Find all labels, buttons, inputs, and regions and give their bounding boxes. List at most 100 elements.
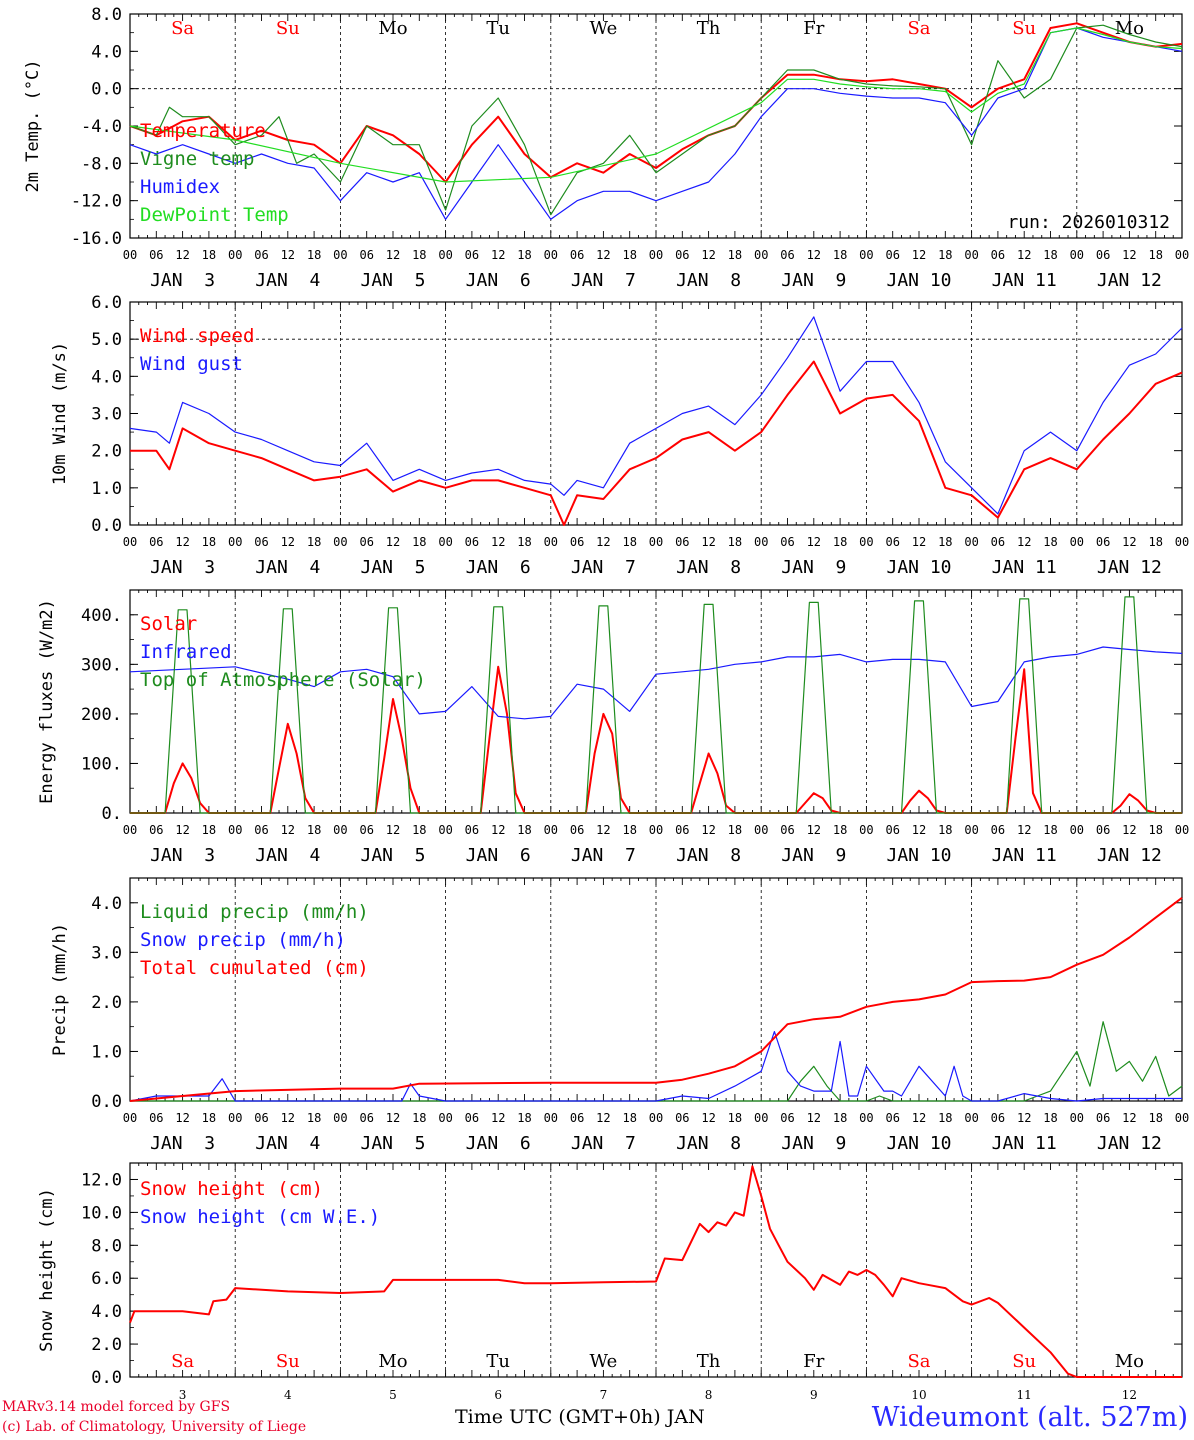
hour-tick-label: 00 [333,535,347,549]
y-tick-label: 0.0 [91,1092,122,1112]
hour-tick-label: 06 [675,248,689,262]
y-tick-label: 100. [81,754,122,774]
date-label: JAN 11 [992,557,1057,578]
y-tick-label: 200. [81,705,122,725]
hour-tick-label: 18 [622,1111,636,1125]
hour-tick-label: 06 [780,535,794,549]
legend-entry: Temperature [140,120,266,142]
hour-tick-label: 18 [622,535,636,549]
date-label: JAN 6 [466,845,531,866]
weekday-label: Fr [803,18,824,39]
panel-3: 0. 100. 200. 300. 400. Energy fluxes (W/m2) 00… [37,589,1189,866]
panel-4: 0.0 1.0 2.0 3.0 4.0 Precip (mm/h) 00 06 12 18 00 06… [50,877,1189,1154]
weekday-label: Mo [378,18,407,39]
y-tick-label: 300. [81,655,122,675]
hour-tick-label: 18 [412,823,426,837]
day-number-label: 6 [494,1388,502,1402]
hour-tick-label: 12 [701,823,715,837]
weekday-label: Sa [907,18,930,39]
hour-tick-label: 18 [307,1111,321,1125]
hour-tick-label: 06 [1096,535,1110,549]
date-label: JAN 11 [992,270,1057,291]
hour-tick-label: 12 [281,248,295,262]
hour-tick-label: 12 [175,1111,189,1125]
hour-tick-label: 12 [596,1111,610,1125]
hour-tick-label: 06 [359,1111,373,1125]
hour-tick-label: 12 [1122,1111,1136,1125]
date-label: JAN 8 [676,845,741,866]
series-line-infrared [129,646,1183,720]
weekday-label: Sa [907,1351,930,1372]
date-label: JAN 6 [466,1133,531,1154]
hour-tick-label: 18 [938,1111,952,1125]
date-label: JAN 10 [886,557,951,578]
date-label: JAN 3 [150,270,215,291]
hour-tick-label: 06 [675,823,689,837]
hour-tick-label: 00 [228,1111,242,1125]
hour-tick-label: 06 [991,248,1005,262]
y-axis-label: Snow height (cm) [37,1188,57,1352]
date-label: JAN 8 [676,1133,741,1154]
hour-tick-label: 00 [438,248,452,262]
hour-tick-label: 12 [175,823,189,837]
hour-tick-label: 12 [1017,535,1031,549]
y-tick-label: -12.0 [71,192,122,212]
hour-tick-label: 12 [912,248,926,262]
hour-tick-label: 00 [859,823,873,837]
hour-tick-label: 00 [964,535,978,549]
hour-tick-label: 06 [1096,1111,1110,1125]
hour-tick-label: 00 [964,248,978,262]
hour-tick-label: 06 [465,248,479,262]
hour-tick-label: 12 [175,535,189,549]
date-label: JAN 3 [150,1133,215,1154]
hour-tick-label: 06 [885,535,899,549]
weekday-label: Su [276,1351,300,1372]
hour-tick-label: 00 [754,248,768,262]
hour-tick-label: 12 [912,1111,926,1125]
date-label: JAN 5 [360,557,425,578]
legend-entry: Snow height (cm W.E.) [140,1206,380,1228]
hour-tick-label: 06 [465,1111,479,1125]
model-credit: MARv3.14 model forced by GFS [2,1399,231,1415]
date-label: JAN 7 [571,557,636,578]
hour-tick-label: 00 [649,248,663,262]
hour-tick-label: 12 [596,823,610,837]
hour-tick-label: 00 [859,535,873,549]
y-tick-label: 12.0 [81,1170,122,1190]
hour-tick-label: 00 [333,248,347,262]
date-label: JAN 4 [255,270,320,291]
y-tick-label: 4.0 [91,367,122,387]
y-tick-label: 4.0 [91,1302,122,1322]
weekday-label: We [590,18,618,39]
series-line-snow-precip-mm-h- [129,1030,1182,1102]
hour-tick-label: 12 [912,535,926,549]
day-number-label: 8 [705,1388,713,1402]
legend-entry: Snow precip (mm/h) [140,929,346,951]
hour-tick-label: 00 [1070,248,1084,262]
date-label: JAN 7 [571,270,636,291]
weekday-label: Tu [486,1351,510,1372]
hour-tick-label: 00 [1175,1111,1189,1125]
y-axis-label: 2m Temp. (°C) [23,59,43,192]
hour-tick-label: 06 [1096,823,1110,837]
hour-tick-label: 12 [1122,535,1136,549]
y-tick-label: 0.0 [91,80,122,100]
hour-tick-label: 12 [701,1111,715,1125]
date-label: JAN 7 [571,845,636,866]
hour-tick-label: 18 [517,1111,531,1125]
date-label: JAN 3 [150,557,215,578]
date-label: JAN 11 [992,845,1057,866]
hour-tick-label: 06 [675,1111,689,1125]
weekday-label: Mo [378,1351,407,1372]
y-tick-label: 0. [102,804,122,824]
hour-tick-label: 18 [1148,248,1162,262]
legend-entry: DewPoint Temp [140,204,289,226]
y-tick-label: 2.0 [91,442,122,462]
weekday-label: Mo [1115,1351,1144,1372]
date-label: JAN 8 [676,557,741,578]
hour-tick-label: 18 [202,1111,216,1125]
hour-tick-label: 06 [359,248,373,262]
day-number-label: 10 [911,1388,926,1402]
hour-tick-label: 18 [1043,248,1057,262]
day-number-label: 9 [810,1388,818,1402]
